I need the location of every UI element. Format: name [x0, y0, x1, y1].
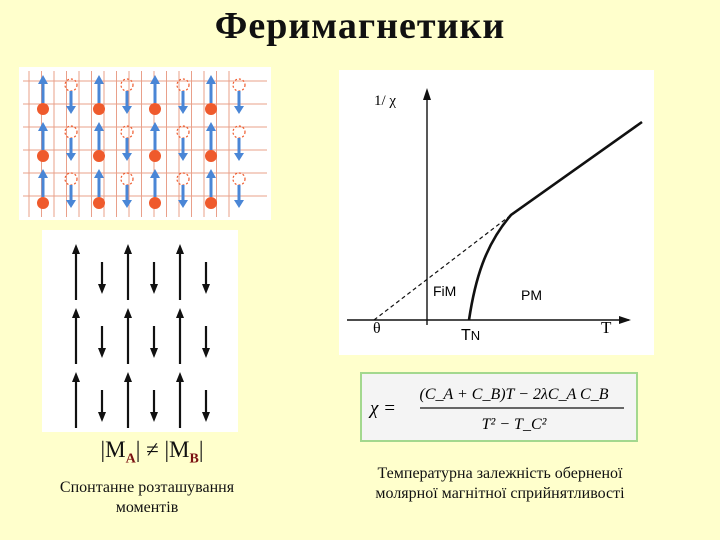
atom-site-hollow	[232, 125, 246, 139]
neq-symbol: | ≠ |M	[135, 437, 190, 462]
arrow-up-icon	[124, 244, 132, 254]
left-caption-line2: моментів	[115, 499, 179, 516]
arrow-up-icon	[72, 372, 80, 382]
spin-lattice-diagram	[19, 67, 271, 220]
arrow-down-icon	[66, 200, 76, 208]
page-title: Феримагнетики	[214, 5, 506, 47]
arrow-up-icon	[38, 122, 48, 131]
y-axis-label: 1/ χ	[374, 93, 396, 109]
atom-site	[37, 103, 49, 115]
atom-site	[93, 197, 105, 209]
arrow-up-icon	[150, 169, 160, 178]
atom-site-hollow	[120, 172, 134, 186]
arrow-up-icon	[72, 244, 80, 254]
formula-denominator: T² − T_C²	[482, 416, 548, 433]
arrow-up-icon	[176, 308, 184, 318]
arrow-down-icon	[66, 153, 76, 161]
arrow-down-icon	[178, 200, 188, 208]
arrow-up-icon	[124, 308, 132, 318]
formula-svg: χ = (C_A + C_B)T − 2λC_A C_B T² − T_C²	[368, 386, 624, 433]
moment-arrows-svg	[72, 244, 210, 428]
arrow-down-icon	[150, 348, 158, 358]
atom-site	[149, 150, 161, 162]
atom-site	[205, 103, 217, 115]
moment-arrows-diagram	[42, 230, 238, 432]
moment-inequality: |MA| ≠ |MB|	[72, 437, 232, 468]
arrow-down-icon	[150, 284, 158, 294]
formula-numerator: (C_A + C_B)T − 2λC_A C_B	[420, 386, 609, 403]
arrow-down-icon	[98, 348, 106, 358]
atom-site	[93, 150, 105, 162]
arrow-down-icon	[202, 348, 210, 358]
t-axis-label: T	[601, 318, 612, 337]
graph-svg: 1/ χ FiM PM θ TN T	[347, 88, 643, 344]
atom-site	[37, 150, 49, 162]
arrow-up-icon	[176, 244, 184, 254]
x-axis-arrow-icon	[619, 316, 631, 324]
arrow-down-icon	[234, 106, 244, 114]
theta-label: θ	[373, 320, 381, 337]
left-caption: Спонтанне розташування моментів	[18, 478, 276, 518]
arrow-up-icon	[38, 169, 48, 178]
arrow-down-icon	[150, 412, 158, 422]
moment-b-end: |	[198, 437, 204, 462]
arrow-down-icon	[202, 284, 210, 294]
arrow-up-icon	[94, 169, 104, 178]
arrow-down-icon	[66, 106, 76, 114]
arrow-down-icon	[178, 106, 188, 114]
left-caption-line1: Спонтанне розташування	[59, 479, 235, 496]
moment-a-sub: A	[125, 451, 136, 467]
atom-site	[205, 197, 217, 209]
arrow-up-icon	[38, 75, 48, 84]
arrow-down-icon	[234, 200, 244, 208]
arrow-up-icon	[206, 169, 216, 178]
right-caption-line2: молярної магнітної сприйнятливості	[375, 485, 625, 502]
arrow-down-icon	[122, 200, 132, 208]
moment-b-sub: B	[189, 451, 199, 467]
arrow-up-icon	[206, 122, 216, 131]
pm-label: PM	[521, 287, 542, 303]
susceptibility-formula: χ = (C_A + C_B)T − 2λC_A C_B T² − T_C²	[360, 372, 638, 442]
atom-site	[37, 197, 49, 209]
atom-site	[205, 150, 217, 162]
tn-label: TN	[461, 327, 480, 344]
arrow-down-icon	[122, 106, 132, 114]
arrow-up-icon	[94, 75, 104, 84]
inverse-chi-curve	[467, 120, 643, 321]
arrow-down-icon	[202, 412, 210, 422]
right-caption: Температурна залежність оберненої молярн…	[330, 464, 670, 504]
arrow-down-icon	[98, 284, 106, 294]
moment-a-label: |M	[100, 437, 126, 462]
arrow-down-icon	[234, 153, 244, 161]
atom-site-hollow	[232, 172, 246, 186]
arrow-up-icon	[206, 75, 216, 84]
fim-label: FiM	[433, 283, 456, 299]
atom-site-hollow	[120, 125, 134, 139]
y-axis-arrow-icon	[423, 88, 431, 100]
atom-site	[149, 197, 161, 209]
arrow-up-icon	[124, 372, 132, 382]
arrow-down-icon	[122, 153, 132, 161]
arrow-down-icon	[178, 153, 188, 161]
arrow-up-icon	[72, 308, 80, 318]
right-caption-line1: Температурна залежність оберненої	[377, 465, 623, 482]
formula-lhs: χ =	[368, 398, 396, 419]
arrow-down-icon	[98, 412, 106, 422]
inverse-susceptibility-graph: 1/ χ FiM PM θ TN T	[339, 70, 654, 355]
atom-site	[93, 103, 105, 115]
arrow-up-icon	[176, 372, 184, 382]
arrow-up-icon	[150, 75, 160, 84]
spin-lattice-svg	[23, 71, 267, 217]
atom-site	[149, 103, 161, 115]
arrow-up-icon	[94, 122, 104, 131]
extrapolation-dashed-line	[373, 214, 512, 321]
arrow-up-icon	[150, 122, 160, 131]
